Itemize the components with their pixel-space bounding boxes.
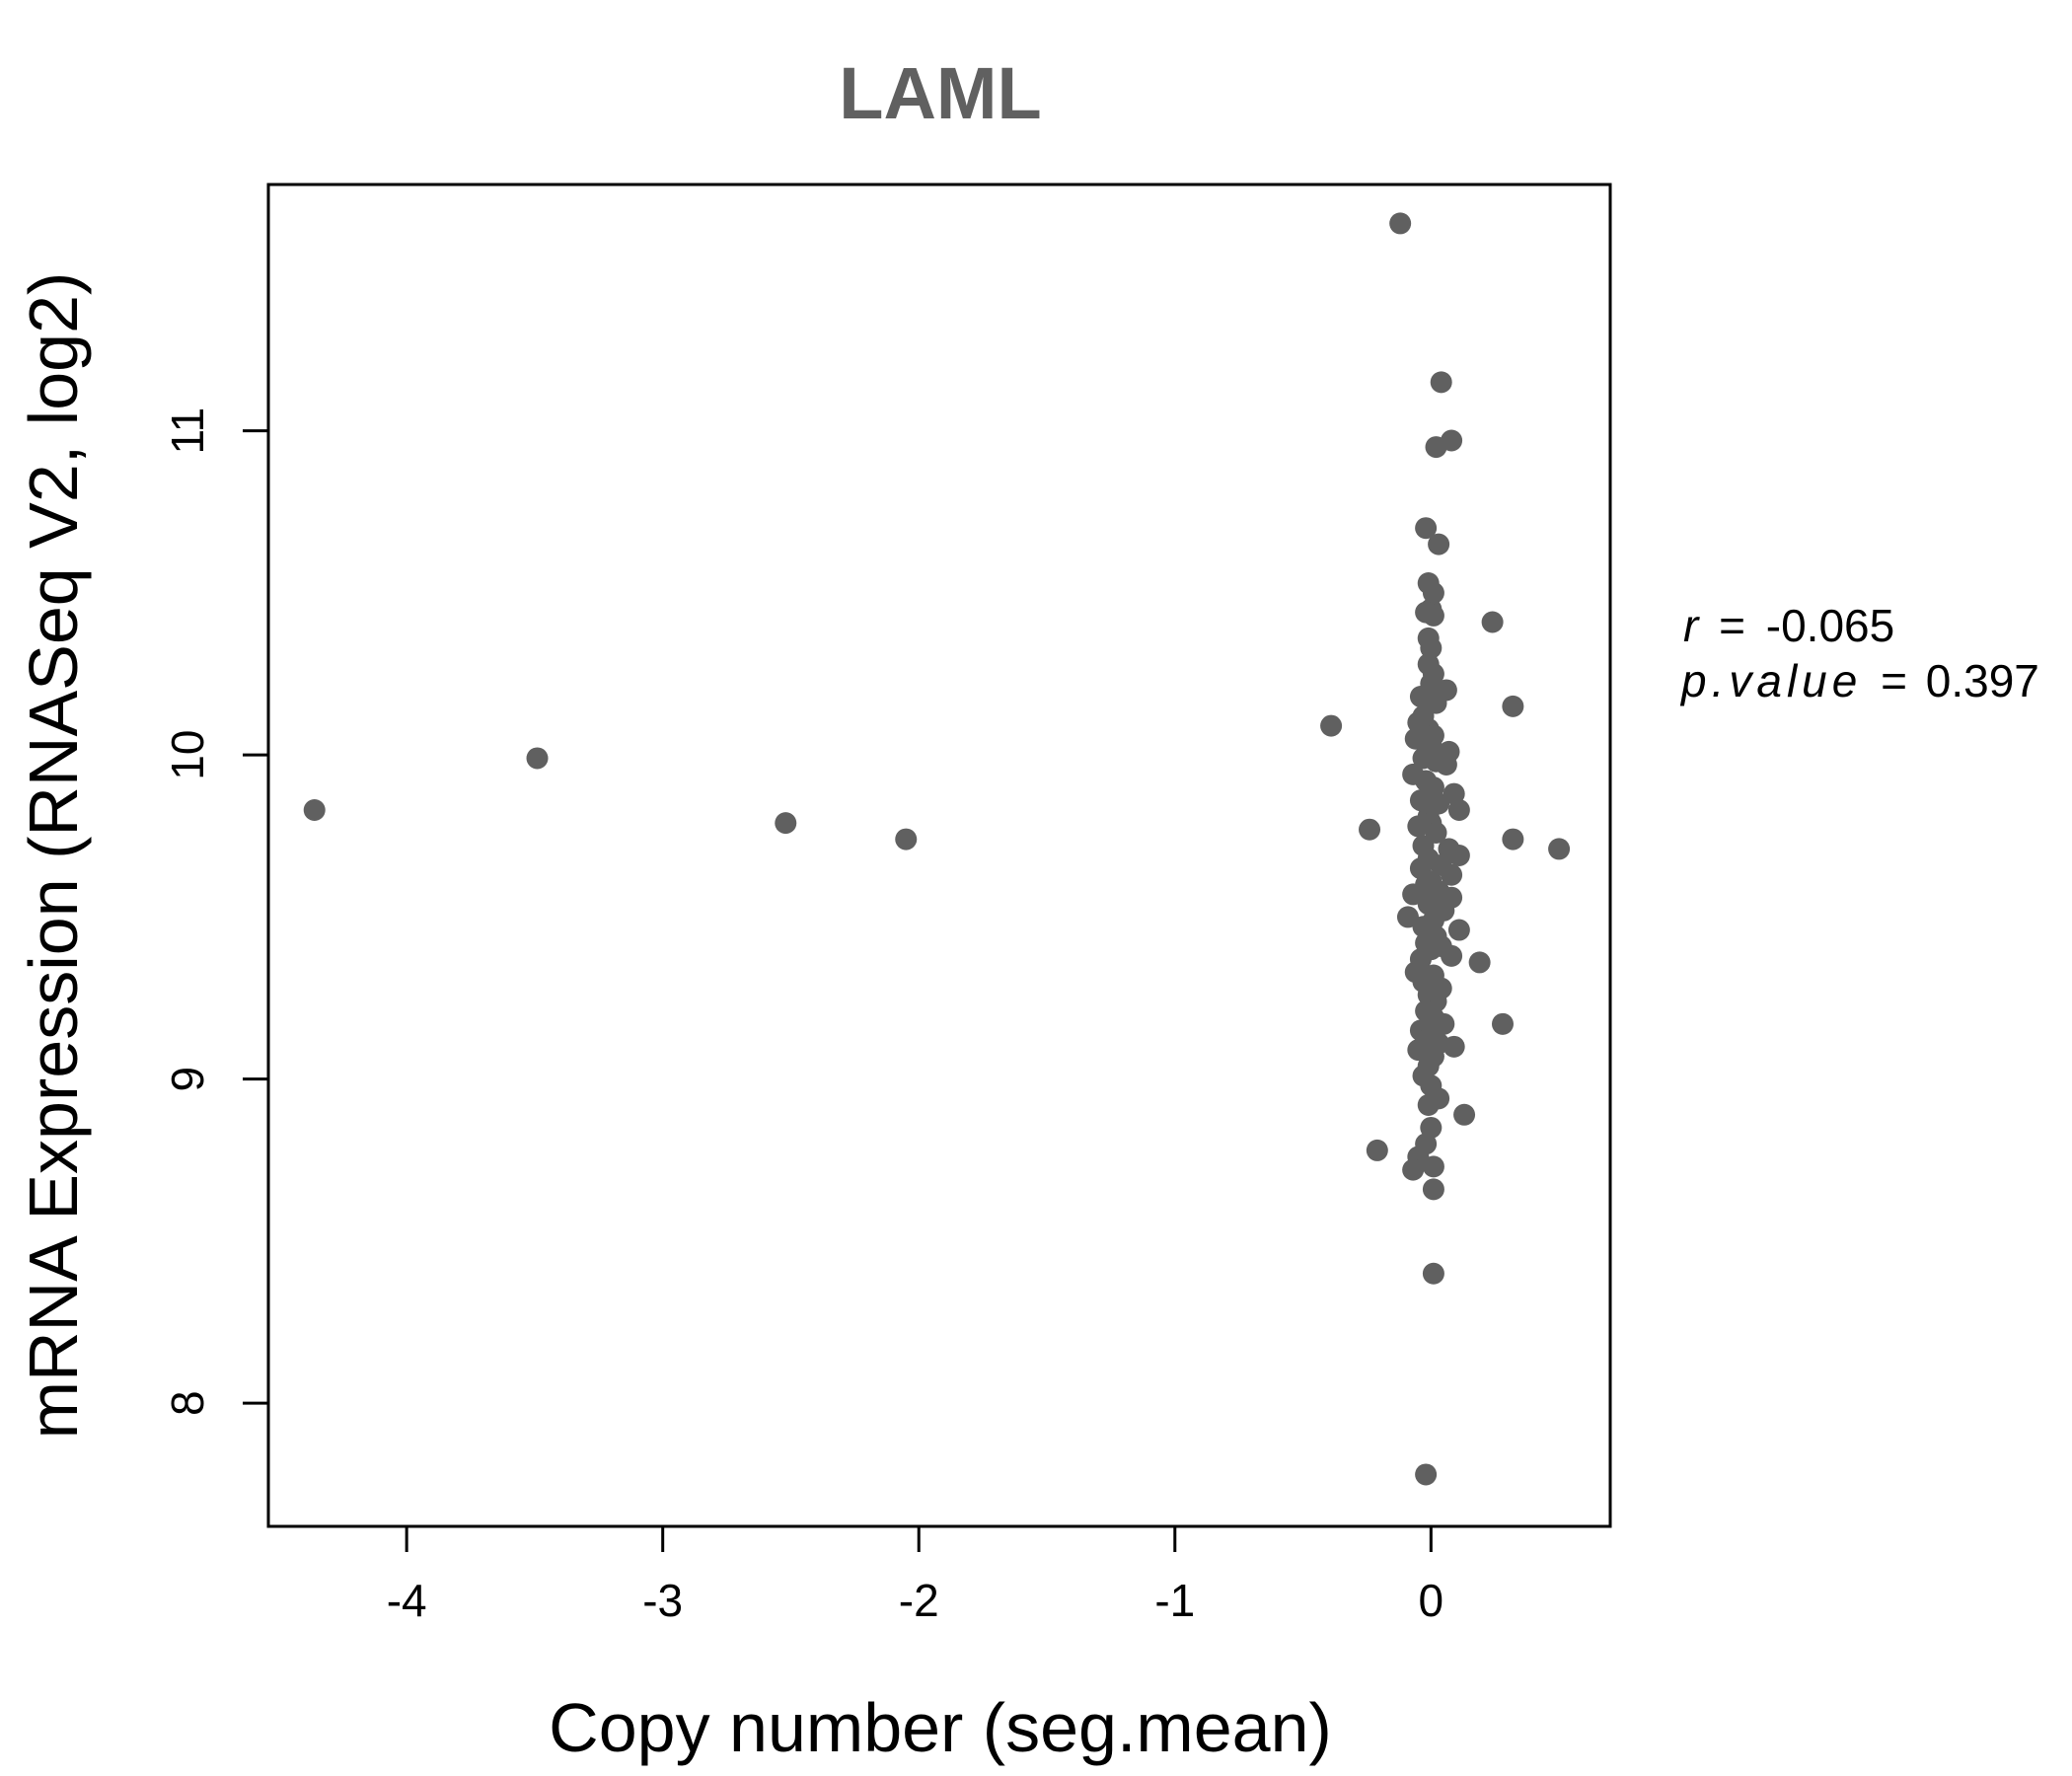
- p-symbol: p.value: [1679, 655, 1862, 706]
- x-tick-label: 0: [1419, 1575, 1444, 1626]
- p-value: 0.397: [1926, 655, 2039, 706]
- data-point: [1420, 636, 1443, 659]
- y-axis: 8 9 10 11: [162, 407, 268, 1416]
- data-point: [1435, 754, 1457, 777]
- r-equals: =: [1719, 600, 1745, 651]
- plot-frame: [266, 183, 1612, 1528]
- data-point: [1366, 1139, 1388, 1161]
- p-equals: =: [1881, 655, 1907, 706]
- data-point: [895, 828, 918, 851]
- data-point: [1422, 1155, 1444, 1178]
- data-points: [303, 212, 1571, 1486]
- y-axis-label: mRNA Expression (RNASeq V2, log2): [15, 272, 92, 1440]
- data-point: [1417, 1093, 1440, 1116]
- data-point: [1402, 1158, 1425, 1181]
- data-point: [1481, 611, 1504, 633]
- y-tick-label: 8: [162, 1390, 213, 1416]
- data-point: [1441, 944, 1463, 967]
- x-tick-label: -2: [899, 1575, 939, 1626]
- y-tick-label: 10: [162, 730, 213, 780]
- data-point: [1389, 212, 1412, 235]
- data-point: [1422, 581, 1444, 604]
- data-point: [1415, 517, 1438, 540]
- data-point: [1502, 828, 1524, 851]
- data-point: [303, 799, 326, 822]
- x-axis: -4 -3 -2 -1 0: [387, 1526, 1443, 1626]
- data-point: [1468, 951, 1491, 974]
- y-tick-label: 9: [162, 1067, 213, 1092]
- chart-title: LAML: [839, 52, 1042, 134]
- data-point: [1359, 818, 1381, 841]
- data-point: [1415, 601, 1438, 624]
- data-point: [1430, 371, 1452, 394]
- data-point: [1428, 533, 1450, 555]
- data-point: [1548, 838, 1571, 860]
- data-point: [775, 812, 797, 835]
- data-point: [1447, 799, 1470, 822]
- data-point: [1422, 1178, 1444, 1201]
- correlation-r-annotation: r = -0.065: [1683, 600, 1894, 651]
- data-point: [1443, 1035, 1465, 1058]
- data-point: [526, 747, 549, 770]
- data-point: [1447, 919, 1470, 941]
- r-symbol: r: [1683, 600, 1700, 651]
- data-point: [1409, 789, 1432, 812]
- data-point: [1453, 1103, 1476, 1126]
- data-point: [1447, 845, 1470, 866]
- data-point: [1415, 1463, 1438, 1486]
- y-tick-label: 11: [162, 407, 213, 455]
- x-tick-label: -4: [387, 1575, 427, 1626]
- data-point: [1441, 863, 1463, 886]
- data-point: [1407, 815, 1430, 838]
- data-point: [1491, 1012, 1514, 1035]
- x-tick-label: -3: [642, 1575, 683, 1626]
- data-point: [1502, 695, 1524, 717]
- data-point: [1425, 436, 1447, 459]
- r-value: -0.065: [1766, 600, 1894, 651]
- p-value-annotation: p.value = 0.397: [1679, 655, 2039, 706]
- data-point: [1320, 714, 1343, 737]
- x-axis-label: Copy number (seg.mean): [549, 1689, 1332, 1766]
- data-point: [1422, 1262, 1444, 1285]
- x-tick-label: -1: [1154, 1575, 1195, 1626]
